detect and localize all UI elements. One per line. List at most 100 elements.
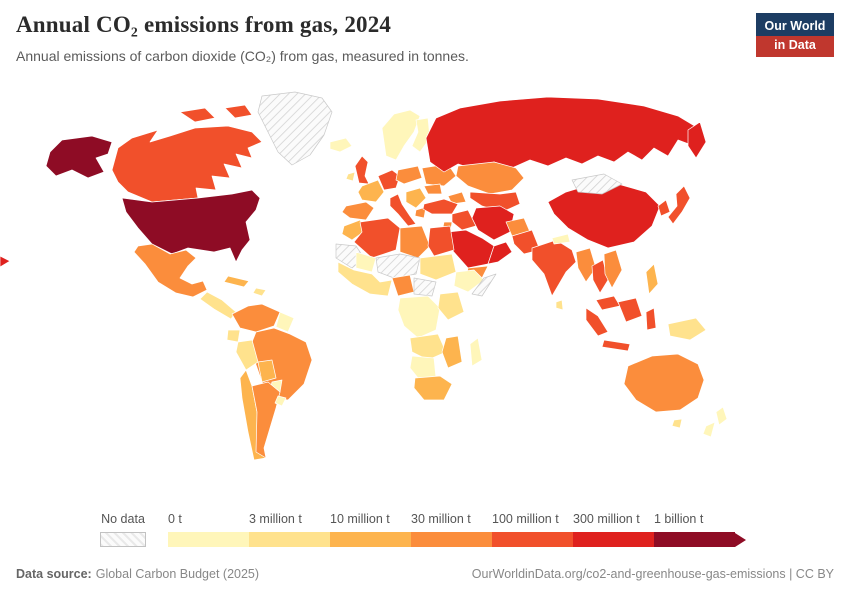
legend-bin-4[interactable]: 100 million t bbox=[492, 512, 573, 547]
country-philippines[interactable] bbox=[645, 263, 659, 295]
country-guyanas[interactable] bbox=[275, 311, 295, 333]
country-spain-portugal[interactable] bbox=[341, 201, 375, 221]
country-thailand[interactable] bbox=[591, 259, 609, 294]
country-ireland[interactable] bbox=[345, 171, 356, 182]
legend-no-data-swatch[interactable] bbox=[100, 532, 146, 547]
legend-bin-label: 10 million t bbox=[330, 512, 390, 526]
country-niger-chad[interactable] bbox=[375, 253, 421, 279]
country-cameroon-car[interactable] bbox=[413, 277, 437, 297]
country-argentina[interactable] bbox=[251, 381, 281, 459]
country-malaysia[interactable] bbox=[595, 295, 621, 311]
country-colombia-venezuela[interactable] bbox=[231, 303, 281, 333]
country-iran[interactable] bbox=[471, 205, 515, 241]
country-kazakhstan[interactable] bbox=[455, 161, 525, 195]
owid-logo-line2: in Data bbox=[756, 36, 834, 57]
legend-bin-swatch[interactable] bbox=[411, 532, 492, 547]
country-south-africa[interactable] bbox=[413, 375, 453, 401]
country-hispaniola[interactable] bbox=[252, 287, 267, 297]
country-peru[interactable] bbox=[235, 339, 259, 371]
country-namibia-botswana[interactable] bbox=[409, 355, 437, 379]
country-ecuador[interactable] bbox=[226, 329, 241, 343]
legend-no-data[interactable]: No data bbox=[100, 512, 146, 547]
country-bolivia[interactable] bbox=[257, 359, 277, 383]
legend-bin-0[interactable]: 0 t bbox=[168, 512, 249, 547]
country-new-zealand[interactable] bbox=[702, 421, 716, 438]
country-balkans[interactable] bbox=[405, 187, 427, 209]
country-vietnam-laos[interactable] bbox=[603, 249, 623, 289]
owid-logo[interactable]: Our World in Data bbox=[756, 13, 834, 57]
country-canadian-arctic[interactable] bbox=[179, 107, 216, 123]
country-wrapped-fragment[interactable] bbox=[0, 255, 11, 268]
country-mozambique-zimbabwe[interactable] bbox=[441, 335, 463, 369]
country-scandinavia[interactable] bbox=[381, 109, 421, 161]
legend-bin-3[interactable]: 30 million t bbox=[411, 512, 492, 547]
country-nepal[interactable] bbox=[551, 233, 571, 245]
legend-bin-swatch[interactable] bbox=[573, 532, 654, 547]
legend-bin-2[interactable]: 10 million t bbox=[330, 512, 411, 547]
country-romania[interactable] bbox=[423, 183, 443, 195]
country-united-kingdom[interactable] bbox=[354, 155, 370, 185]
country-mongolia[interactable] bbox=[571, 173, 623, 195]
legend-bin-swatch[interactable] bbox=[168, 532, 249, 547]
country-iceland[interactable] bbox=[329, 137, 353, 153]
legend-bin-swatch[interactable] bbox=[654, 532, 735, 547]
country-libya[interactable] bbox=[399, 225, 431, 259]
legend-bin-swatch[interactable] bbox=[492, 532, 573, 547]
country-alaska[interactable] bbox=[45, 135, 113, 179]
country-madagascar[interactable] bbox=[469, 337, 483, 367]
country-germany-benelux[interactable] bbox=[377, 169, 401, 191]
country-finland-baltics[interactable] bbox=[411, 117, 431, 153]
country-russia-kamchatka[interactable] bbox=[687, 121, 707, 159]
country-greenland[interactable] bbox=[257, 91, 333, 166]
legend-bin-5[interactable]: 300 million t bbox=[573, 512, 654, 547]
country-south-korea[interactable] bbox=[657, 199, 671, 217]
country-nigeria[interactable] bbox=[391, 274, 415, 297]
country-somalia[interactable] bbox=[471, 273, 497, 297]
country-syria-iraq[interactable] bbox=[451, 209, 477, 231]
country-india[interactable] bbox=[531, 239, 577, 297]
country-poland-czechia[interactable] bbox=[395, 165, 423, 185]
country-mali[interactable] bbox=[355, 251, 377, 273]
legend-bin-6[interactable]: 1 billion t bbox=[654, 512, 735, 547]
legend-bin-swatch[interactable] bbox=[330, 532, 411, 547]
country-italy[interactable] bbox=[389, 193, 417, 227]
country-algeria[interactable] bbox=[353, 217, 401, 259]
country-greece[interactable] bbox=[414, 206, 427, 219]
legend-bin-1[interactable]: 3 million t bbox=[249, 512, 330, 547]
country-drc[interactable] bbox=[397, 295, 441, 339]
country-egypt[interactable] bbox=[427, 225, 455, 257]
country-australia[interactable] bbox=[623, 353, 705, 413]
country-sri-lanka[interactable] bbox=[555, 299, 564, 311]
country-canada[interactable] bbox=[111, 125, 263, 203]
country-east-africa[interactable] bbox=[437, 291, 465, 321]
legend-bin-label: 3 million t bbox=[249, 512, 302, 526]
country-uruguay[interactable] bbox=[274, 395, 287, 407]
country-tasmania[interactable] bbox=[671, 418, 683, 429]
country-bangladesh-myanmar[interactable] bbox=[575, 247, 597, 283]
country-uzbekistan-turkmenistan[interactable] bbox=[469, 191, 521, 213]
country-gulf-states[interactable] bbox=[487, 241, 513, 265]
country-canadian-arctic[interactable] bbox=[224, 104, 253, 119]
country-indonesia-borneo[interactable] bbox=[617, 297, 643, 323]
country-central-america[interactable] bbox=[199, 291, 237, 320]
country-angola-zambia[interactable] bbox=[409, 333, 447, 361]
country-ethiopia[interactable] bbox=[453, 269, 485, 293]
data-source: Data source: Global Carbon Budget (2025) bbox=[16, 567, 259, 581]
country-new-zealand[interactable] bbox=[715, 406, 728, 426]
country-sudan[interactable] bbox=[419, 253, 457, 281]
country-west-africa[interactable] bbox=[337, 261, 393, 297]
legend-bin-swatch[interactable] bbox=[249, 532, 330, 547]
country-cuba[interactable] bbox=[223, 275, 250, 288]
world-map bbox=[0, 86, 850, 504]
country-indonesia-sulawesi[interactable] bbox=[645, 307, 657, 331]
country-france[interactable] bbox=[357, 179, 385, 203]
country-russia[interactable] bbox=[425, 96, 699, 173]
country-mexico[interactable] bbox=[133, 243, 208, 298]
country-new-guinea[interactable] bbox=[667, 317, 707, 341]
country-japan[interactable] bbox=[667, 185, 691, 225]
legend-no-data-label: No data bbox=[101, 512, 145, 526]
country-morocco[interactable] bbox=[341, 219, 367, 241]
attribution-link[interactable]: OurWorldinData.org/co2-and-greenhouse-ga… bbox=[471, 567, 834, 581]
country-indonesia-sumatra[interactable] bbox=[585, 307, 609, 337]
country-indonesia-java[interactable] bbox=[601, 339, 631, 352]
